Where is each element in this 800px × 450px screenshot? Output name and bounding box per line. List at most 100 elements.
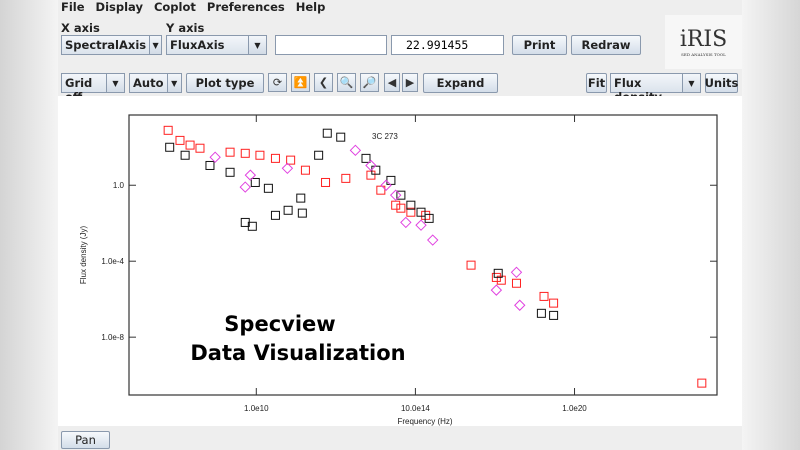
y-tick-label: 1.0e-4: [101, 257, 124, 266]
data-point-square: [549, 298, 559, 308]
data-point-square: [396, 190, 406, 200]
data-point-diamond: [244, 169, 257, 181]
data-point-square: [240, 148, 250, 158]
refresh-icon[interactable]: ⟳: [268, 73, 287, 92]
data-point-square: [371, 165, 381, 175]
data-point-square: [225, 147, 235, 157]
print-button[interactable]: Print: [512, 35, 567, 55]
data-point-diamond: [380, 179, 392, 191]
data-point-square: [549, 310, 559, 320]
menu-file[interactable]: File: [61, 0, 85, 14]
left-arrow-icon[interactable]: ◀: [384, 73, 400, 92]
data-point-square: [250, 177, 260, 187]
data-point-square: [396, 203, 406, 213]
data-point-square: [421, 210, 431, 220]
data-point-square: [314, 150, 324, 160]
data-point-square: [247, 221, 257, 231]
x-axis-label: X axis: [61, 21, 100, 35]
zoom-in-icon[interactable]: 🔎: [360, 73, 379, 92]
grid-select[interactable]: Grid off▼: [61, 73, 125, 104]
data-point-square: [511, 278, 521, 288]
x-axis-select[interactable]: SpectralAxis ▼: [61, 35, 162, 55]
back-icon[interactable]: ❮: [314, 73, 333, 92]
pan-button[interactable]: Pan: [61, 431, 110, 449]
redraw-button[interactable]: Redraw: [571, 35, 641, 55]
scale-value: Auto: [130, 74, 167, 92]
data-point-square: [205, 160, 215, 170]
data-point-square: [180, 150, 190, 160]
data-point-diamond: [400, 216, 412, 229]
plot-frame: [128, 114, 718, 396]
fit-button[interactable]: Fit: [586, 73, 607, 93]
x-tick-label: 1.0e20: [562, 404, 587, 413]
y-tick-label: 1.0: [113, 181, 125, 190]
data-point-square: [416, 207, 426, 217]
data-point-square: [185, 140, 195, 150]
data-point-square: [300, 165, 310, 175]
text-field[interactable]: [275, 35, 387, 55]
data-point-square: [697, 378, 707, 388]
data-point-square: [366, 170, 376, 180]
menu-bar: File Display Coplot Preferences Help: [58, 0, 742, 15]
data-point-square: [539, 291, 549, 301]
zoom-out-icon[interactable]: 🔍: [337, 73, 356, 92]
data-point-diamond: [239, 181, 251, 193]
data-point-square: [297, 208, 307, 218]
data-point-diamond: [514, 299, 526, 311]
x-axis-title: Frequency (Hz): [397, 417, 452, 426]
right-arrow-icon[interactable]: ▶: [402, 73, 418, 92]
data-point-square: [165, 142, 175, 152]
top-icon[interactable]: ⏫: [291, 73, 310, 92]
data-point-square: [322, 128, 332, 138]
data-point-diamond: [415, 219, 427, 231]
data-point-diamond: [209, 151, 221, 163]
data-point-square: [406, 200, 416, 210]
y-axis-select[interactable]: FluxAxis ▼: [166, 35, 267, 55]
data-point-square: [361, 153, 371, 163]
y-axis-label: Y axis: [166, 21, 205, 35]
data-point-square: [175, 135, 185, 145]
logo-subtitle: SED ANALYSIS TOOL: [681, 52, 726, 57]
iris-logo: iRIS SED ANALYSIS TOOL: [665, 15, 742, 69]
data-point-square: [406, 207, 416, 217]
data-point-square: [270, 210, 280, 220]
menu-help[interactable]: Help: [295, 0, 326, 14]
data-point-square: [283, 205, 293, 215]
data-point-square: [255, 150, 265, 160]
data-point-square: [263, 183, 273, 193]
data-point-square: [336, 132, 346, 142]
data-point-square: [321, 177, 331, 187]
units-button[interactable]: Units: [705, 73, 738, 93]
plot-type-button[interactable]: Plot type: [186, 73, 264, 93]
data-point-diamond: [365, 159, 377, 172]
menu-coplot[interactable]: Coplot: [153, 0, 196, 14]
coordinate-field[interactable]: 22.991455: [391, 35, 504, 55]
x-tick-label: 10.0e14: [401, 404, 430, 413]
chevron-down-icon: ▼: [106, 74, 124, 92]
data-point-square: [466, 260, 476, 270]
data-point-square: [493, 268, 503, 278]
y-axis-value: FluxAxis: [167, 36, 248, 54]
data-point-square: [225, 167, 235, 177]
data-point-square: [270, 153, 280, 163]
data-point-square: [386, 175, 396, 185]
data-point-diamond: [389, 189, 402, 201]
expand-button[interactable]: Expand: [423, 73, 498, 93]
data-point-square: [341, 173, 351, 183]
y-tick-label: 1.0e-8: [101, 333, 124, 342]
menu-display[interactable]: Display: [95, 0, 143, 14]
data-point-square: [195, 143, 205, 153]
data-point-square: [163, 125, 173, 135]
data-point-square: [496, 275, 506, 285]
x-axis-value: SpectralAxis: [62, 36, 150, 54]
plot-annotation: 3C 273: [372, 132, 398, 141]
data-point-diamond: [349, 144, 362, 157]
data-point-diamond: [427, 234, 439, 246]
specview-window: File Display Coplot Preferences Help X a…: [58, 0, 742, 450]
menu-preferences[interactable]: Preferences: [206, 0, 285, 14]
data-point-diamond: [490, 284, 503, 296]
data-point-diamond: [510, 266, 523, 279]
scale-select[interactable]: Auto ▼: [129, 73, 182, 93]
data-point-diamond: [281, 162, 294, 175]
